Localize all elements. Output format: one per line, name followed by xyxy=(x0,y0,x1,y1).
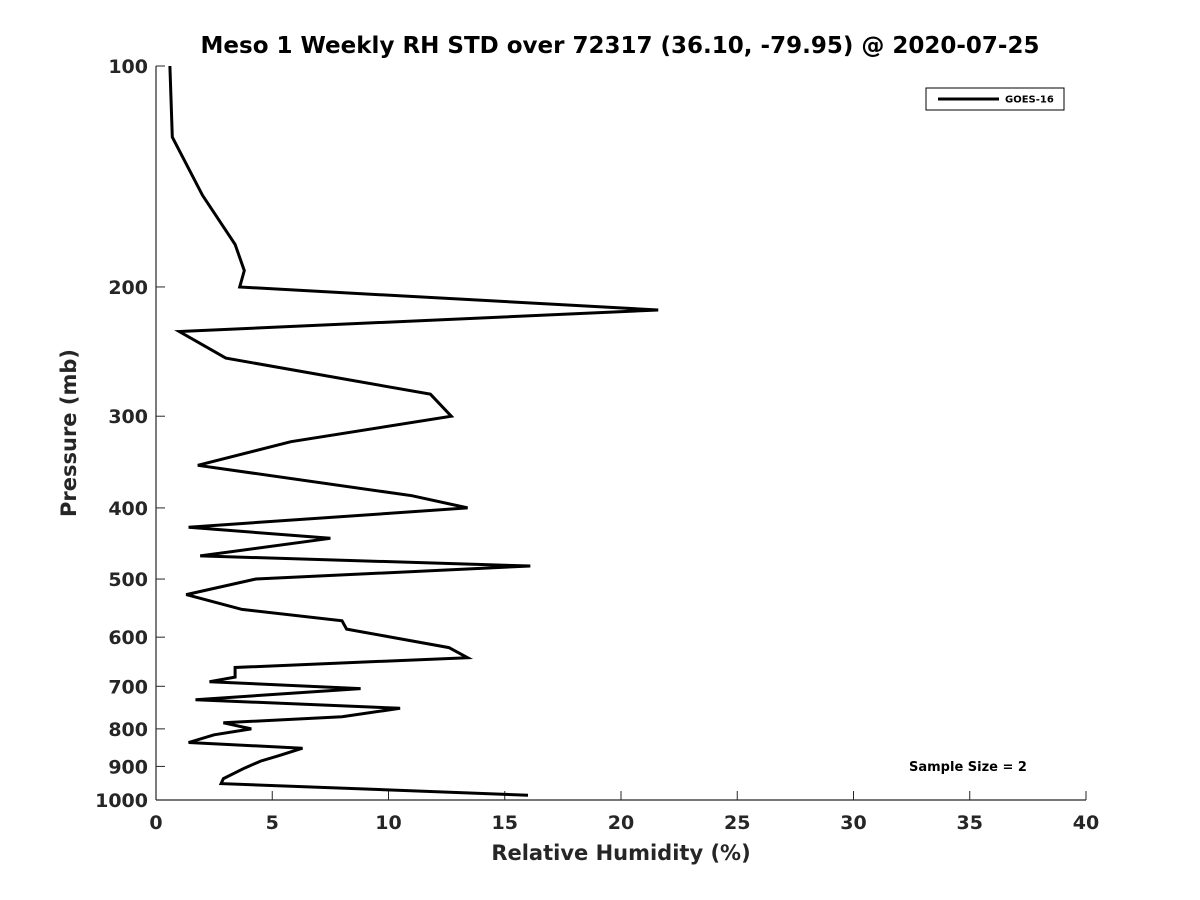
x-tick-label: 20 xyxy=(608,812,634,834)
y-tick-label: 900 xyxy=(108,756,148,778)
y-tick-label: 800 xyxy=(108,719,148,741)
x-tick-label: 0 xyxy=(149,812,162,834)
y-tick-label: 400 xyxy=(108,498,148,520)
plot-area: 0 5 10 15 20 25 30 35 40 100 200 300 400 500 600 700 80… xyxy=(95,56,1099,834)
x-axis-label: Relative Humidity (%) xyxy=(491,841,750,865)
x-tick-label: 10 xyxy=(375,812,401,834)
x-tick-label: 25 xyxy=(724,812,750,834)
x-tick-label: 40 xyxy=(1073,812,1099,834)
sample-size-annotation: Sample Size = 2 xyxy=(909,760,1027,775)
y-tick-label: 100 xyxy=(108,56,148,78)
series-layer xyxy=(168,65,659,797)
y-tick-label: 700 xyxy=(108,676,148,698)
legend-label-goes-16: GOES-16 xyxy=(1005,95,1054,106)
x-ticks: 0 5 10 15 20 25 30 35 40 xyxy=(149,791,1099,834)
y-axis-label: Pressure (mb) xyxy=(57,349,81,517)
x-tick-label: 30 xyxy=(840,812,866,834)
y-tick-label: 200 xyxy=(108,277,148,299)
y-ticks: 100 200 300 400 500 600 700 800 900 1000 xyxy=(95,56,165,812)
y-tick-label: 1000 xyxy=(95,790,148,812)
x-tick-label: 35 xyxy=(957,812,983,834)
x-tick-label: 15 xyxy=(492,812,518,834)
y-tick-label: 300 xyxy=(108,406,148,428)
y-tick-label: 500 xyxy=(108,569,148,591)
series-line-goes-16 xyxy=(168,65,659,797)
chart-title: Meso 1 Weekly RH STD over 72317 (36.10, … xyxy=(201,33,1040,59)
y-tick-label: 600 xyxy=(108,627,148,649)
legend: GOES-16 xyxy=(925,87,1065,111)
x-tick-label: 5 xyxy=(266,812,279,834)
